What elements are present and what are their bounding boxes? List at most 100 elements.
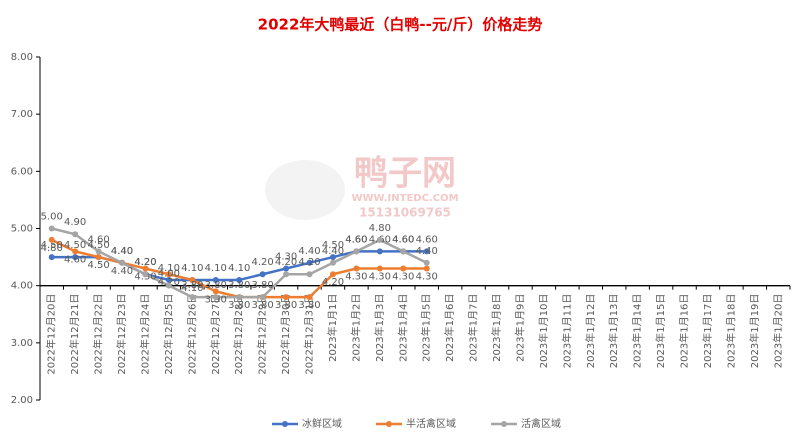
data-point	[119, 259, 126, 266]
data-point	[189, 276, 196, 283]
x-tick-label: 2022年12月25日	[162, 294, 175, 375]
data-point	[306, 294, 313, 301]
x-tick-label: 2022年12月24日	[138, 294, 151, 375]
x-tick-label: 2023年1月17日	[701, 294, 714, 369]
data-label: 3.80	[228, 280, 250, 291]
data-point	[329, 271, 336, 278]
x-tick-label: 2023年1月2日	[349, 294, 362, 362]
data-label: 4.60	[392, 234, 414, 245]
legend-label: 活禽区域	[521, 417, 561, 430]
data-label: 4.50	[64, 240, 86, 251]
x-tick-label: 2023年1月18日	[724, 294, 737, 369]
chart-title: 2022年大鸭最近（白鸭--元/斤）价格走势	[258, 16, 543, 34]
x-tick-label: 2022年12月27日	[209, 294, 222, 375]
watermark-text: 鸭子网	[354, 154, 456, 194]
y-tick-label: 4.00	[11, 281, 33, 292]
x-tick-label: 2023年1月14日	[631, 294, 644, 369]
y-tick-label: 2.00	[11, 395, 33, 406]
data-label: 4.60	[416, 234, 438, 245]
legend: 冰鲜区域 半活禽区域 活禽区域	[272, 417, 561, 430]
x-tick-label: 2023年1月10日	[537, 294, 550, 369]
data-point	[283, 265, 290, 272]
data-point	[236, 276, 243, 283]
y-tick-label: 7.00	[11, 109, 33, 120]
x-tick-label: 2022年12月20日	[45, 294, 58, 375]
data-point	[165, 282, 172, 289]
x-tick-label: 2022年12月21日	[68, 294, 81, 375]
data-point	[165, 276, 172, 283]
legend-label: 半活禽区域	[406, 417, 456, 430]
data-label: 4.60	[392, 234, 414, 245]
x-tick-label: 2022年12月28日	[232, 294, 245, 375]
data-label: 4.40	[322, 246, 344, 257]
data-label: 4.50	[87, 260, 109, 271]
data-label: 4.40	[416, 246, 438, 257]
data-point	[329, 254, 336, 261]
data-point	[306, 271, 313, 278]
y-tick-label: 5.00	[11, 224, 33, 235]
data-label: 4.30	[275, 252, 297, 263]
x-tick-label: 2023年1月13日	[607, 294, 620, 369]
x-tick-label: 2023年1月19日	[748, 294, 761, 369]
x-tick-label: 2023年1月5日	[420, 294, 433, 362]
data-label: 4.20	[298, 257, 320, 268]
data-label: 4.50	[41, 240, 63, 251]
x-tick-label: 2023年1月1日	[326, 294, 339, 362]
data-point	[423, 265, 430, 272]
data-label: 4.20	[134, 257, 156, 268]
data-label: 4.20	[134, 257, 156, 268]
data-point	[142, 271, 149, 278]
data-point	[212, 288, 219, 295]
y-tick-label: 3.00	[11, 338, 33, 349]
data-label: 4.20	[275, 257, 297, 268]
data-label: 4.10	[158, 263, 180, 274]
data-point	[72, 231, 79, 238]
data-point	[72, 248, 79, 255]
data-point	[212, 276, 219, 283]
data-point	[423, 259, 430, 266]
data-point	[306, 259, 313, 266]
data-point	[329, 259, 336, 266]
data-point	[236, 294, 243, 301]
data-label: 4.80	[41, 243, 63, 254]
data-point	[259, 294, 266, 301]
x-tick-label: 2023年1月6日	[443, 294, 456, 362]
data-point	[283, 294, 290, 301]
data-point	[142, 265, 149, 272]
data-point	[400, 265, 407, 272]
data-point	[376, 236, 383, 243]
data-point	[376, 265, 383, 272]
data-label: 4.10	[205, 263, 227, 274]
legend-marker	[282, 421, 288, 427]
data-label: 5.00	[41, 212, 63, 223]
y-tick-label: 6.00	[11, 166, 33, 177]
data-label: 4.60	[87, 234, 109, 245]
x-tick-label: 2023年1月9日	[513, 294, 526, 362]
data-label: 4.10	[181, 283, 203, 294]
data-point	[400, 248, 407, 255]
x-tick-label: 2023年1月20日	[771, 294, 784, 369]
data-point	[165, 271, 172, 278]
data-label: 4.20	[252, 257, 274, 268]
data-label: 4.40	[111, 266, 133, 277]
data-point	[95, 248, 102, 255]
data-point	[212, 294, 219, 301]
watermark-text: 15131069765	[359, 206, 451, 220]
data-point	[48, 236, 55, 243]
data-label: 4.60	[345, 234, 367, 245]
x-tick-label: 2023年1月8日	[490, 294, 503, 362]
x-tick-label: 2023年1月11日	[560, 294, 573, 369]
data-label: 4.50	[87, 240, 109, 251]
legend-label: 冰鲜区域	[302, 417, 342, 430]
x-tick-label: 2022年12月31日	[303, 294, 316, 375]
data-label: 3.80	[252, 300, 274, 311]
data-point	[423, 248, 430, 255]
data-point	[48, 225, 55, 232]
legend-marker	[501, 421, 507, 427]
data-point	[376, 248, 383, 255]
x-tick-label: 2022年12月30日	[279, 294, 292, 375]
data-label: 4.80	[369, 223, 391, 234]
data-label: 4.10	[181, 263, 203, 274]
data-point	[353, 248, 360, 255]
data-label: 3.80	[205, 280, 227, 291]
